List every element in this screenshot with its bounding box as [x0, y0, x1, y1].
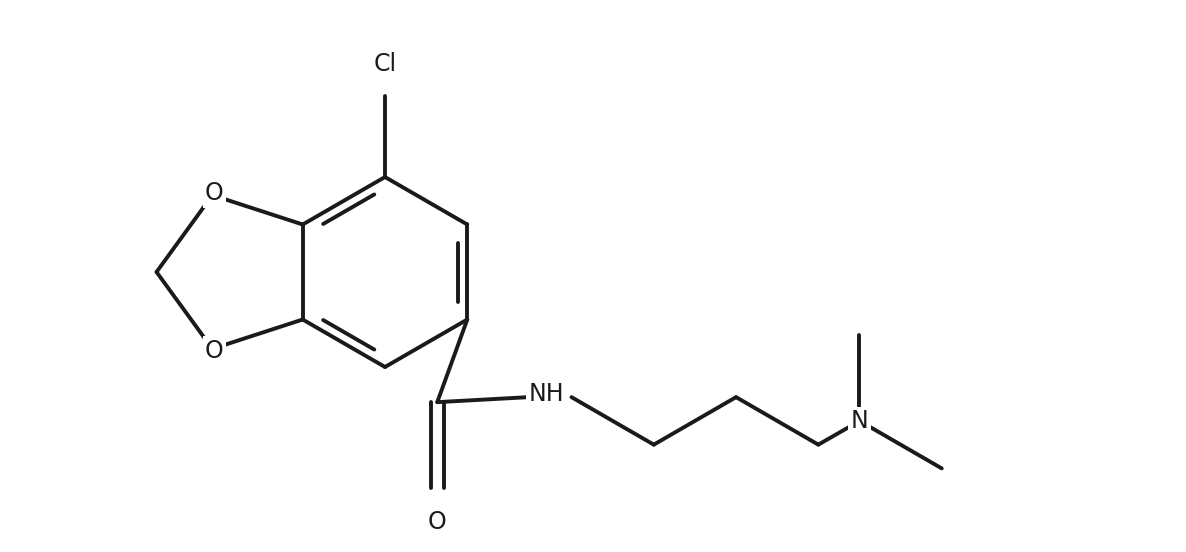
Text: O: O: [205, 339, 224, 363]
Text: O: O: [428, 509, 447, 534]
Text: Cl: Cl: [374, 52, 396, 76]
Text: N: N: [850, 409, 868, 433]
Text: O: O: [205, 181, 224, 205]
Text: NH: NH: [529, 382, 565, 406]
